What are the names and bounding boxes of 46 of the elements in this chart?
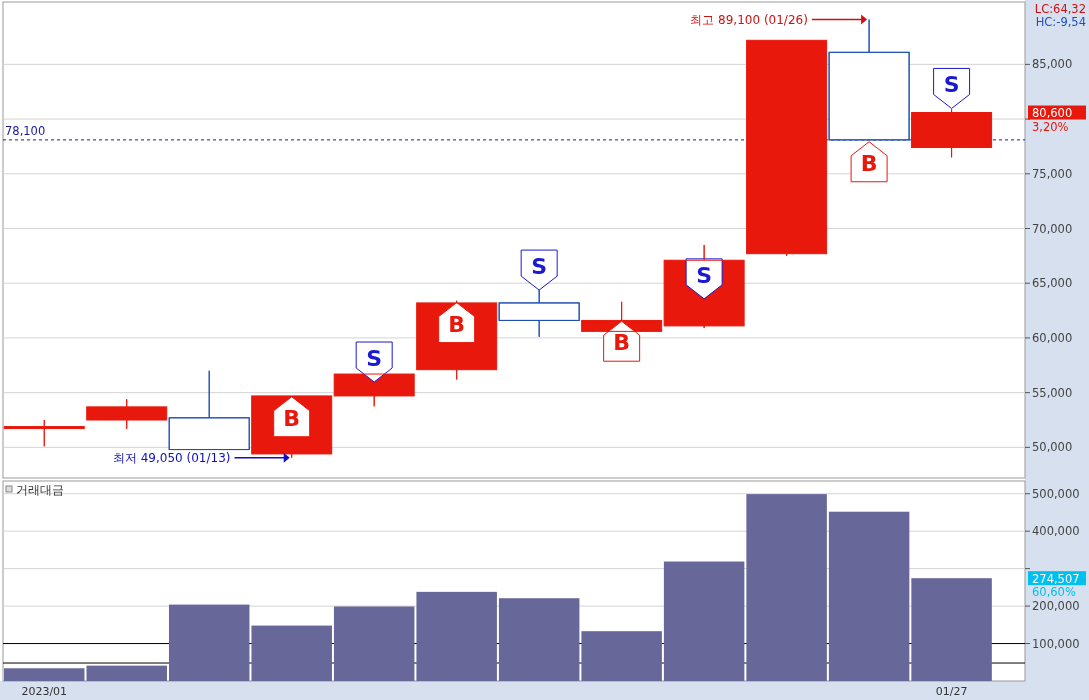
y-tick-label: 70,000 [1032, 221, 1073, 236]
text: HC:-9,54 [1035, 15, 1086, 29]
bar [746, 494, 827, 681]
bar [581, 631, 662, 681]
y-tick-label: 200,000 [1032, 599, 1080, 614]
bar [251, 625, 332, 681]
legend-label: B [283, 405, 301, 431]
y-tick-label: 60,000 [1032, 330, 1073, 345]
text: 274,507 [1032, 571, 1080, 586]
ref-line-label: 78,100 [5, 123, 46, 138]
text: S [696, 262, 713, 288]
bar [498, 598, 580, 681]
text: S [366, 346, 383, 372]
bar [911, 578, 992, 681]
candlestick [911, 108, 993, 158]
text: 3,20% [1032, 119, 1069, 134]
bar [828, 511, 910, 681]
chart-title: 거래대금 [16, 483, 64, 497]
text: 80,600 [1032, 106, 1073, 121]
y-tick-label: 85,000 [1032, 57, 1073, 72]
y-tick-label: 75,000 [1032, 166, 1073, 181]
annotation: 최고 89,100 (01/26) [690, 12, 808, 27]
text: 60,60% [1032, 585, 1076, 600]
text: S [943, 72, 960, 98]
y-tick-label: 400,000 [1032, 524, 1080, 539]
text: LC:64,32 [1034, 2, 1086, 16]
bar [416, 591, 497, 681]
text: B [448, 311, 466, 337]
y-tick-label: 65,000 [1032, 276, 1073, 291]
y-tick-label: 50,000 [1032, 440, 1073, 455]
bar [4, 668, 85, 681]
candlestick [746, 39, 828, 257]
x-tick-label: 01/27 [935, 685, 968, 698]
text: B [613, 330, 631, 356]
y-tick-label: 100,000 [1032, 636, 1080, 651]
y-tick-label: 500,000 [1032, 486, 1080, 501]
y-tick-label: 55,000 [1032, 385, 1073, 400]
series-label: S [531, 254, 548, 280]
annotation: 최저 49,050 (01/13) [112, 450, 231, 465]
x-tick-label: 2023/01 [21, 685, 68, 698]
bar [663, 561, 745, 681]
text: B [860, 150, 878, 176]
bar [86, 665, 167, 681]
candlestick [168, 370, 250, 451]
bar [333, 606, 415, 681]
bar [168, 604, 250, 681]
